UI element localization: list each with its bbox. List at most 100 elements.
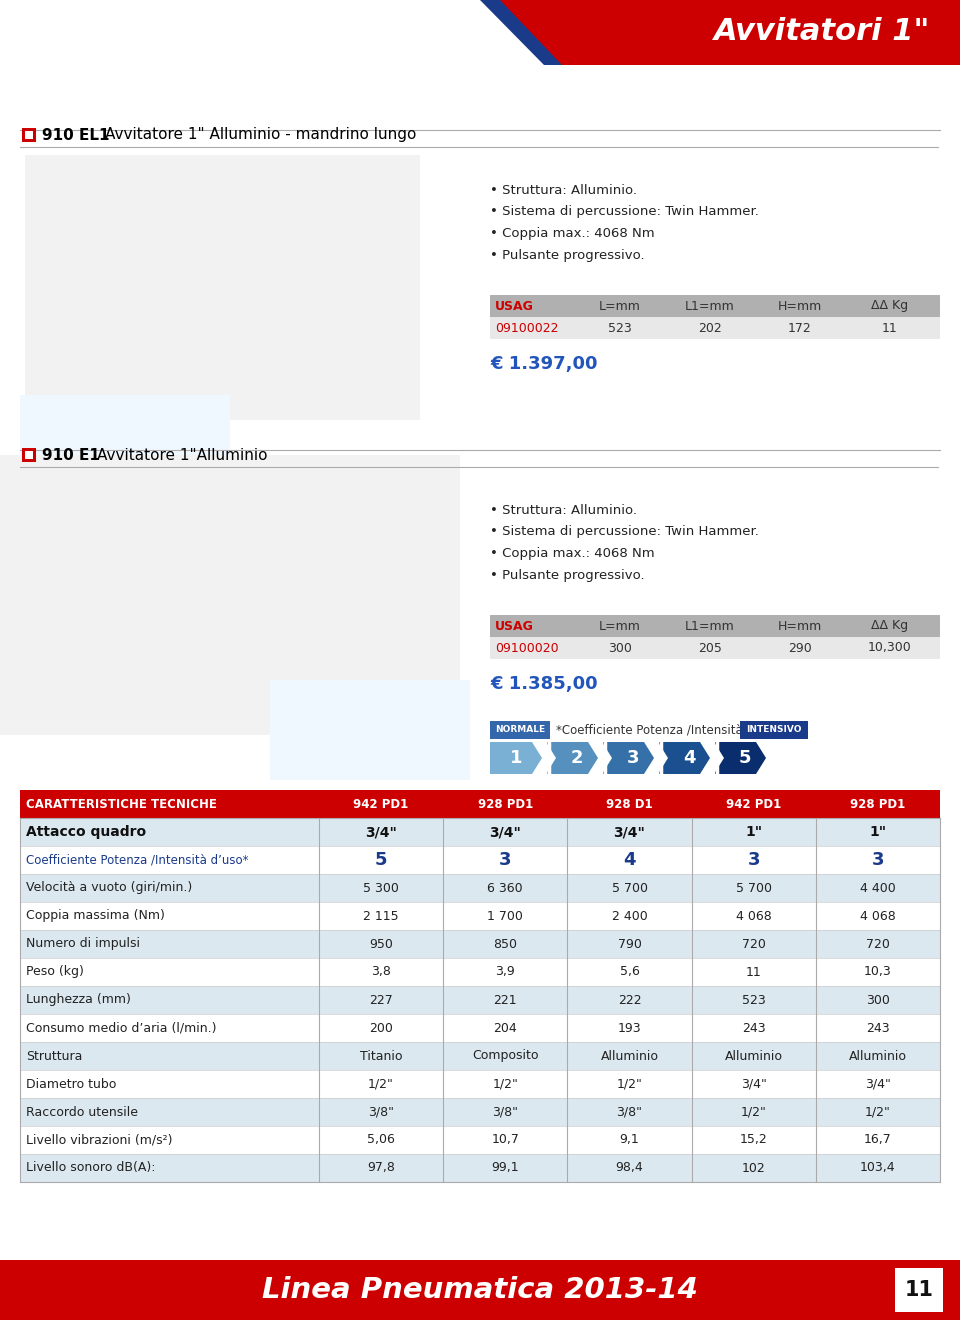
Text: 204: 204 <box>493 1022 517 1035</box>
Text: 15,2: 15,2 <box>740 1134 768 1147</box>
Text: 910 E1: 910 E1 <box>42 447 100 462</box>
Text: 3: 3 <box>627 748 639 767</box>
Text: 3/4": 3/4" <box>741 1077 767 1090</box>
Text: 1/2": 1/2" <box>369 1077 394 1090</box>
Bar <box>20 958 940 986</box>
Text: Consumo medio d’aria (l/min.): Consumo medio d’aria (l/min.) <box>26 1022 217 1035</box>
Text: 2 115: 2 115 <box>363 909 399 923</box>
Text: 1/2": 1/2" <box>865 1106 891 1118</box>
Text: 928 D1: 928 D1 <box>606 797 653 810</box>
Text: CARATTERISTICHE TECNICHE: CARATTERISTICHE TECNICHE <box>26 797 217 810</box>
Text: 16,7: 16,7 <box>864 1134 892 1147</box>
Text: Avvitatori 1": Avvitatori 1" <box>713 17 930 46</box>
Text: 2: 2 <box>571 748 584 767</box>
Polygon shape <box>480 0 562 65</box>
Text: Attacco quadro: Attacco quadro <box>26 825 146 840</box>
Bar <box>20 395 230 480</box>
Text: 4 400: 4 400 <box>860 882 896 895</box>
Text: 103,4: 103,4 <box>860 1162 896 1175</box>
Text: 200: 200 <box>370 1022 393 1035</box>
Text: 2 400: 2 400 <box>612 909 647 923</box>
Text: 3/4": 3/4" <box>490 825 521 840</box>
Text: 5,6: 5,6 <box>619 965 639 978</box>
Text: 950: 950 <box>370 937 393 950</box>
Bar <box>895 1269 943 1312</box>
Text: 3,9: 3,9 <box>495 965 516 978</box>
Text: Titanio: Titanio <box>360 1049 402 1063</box>
Text: 11: 11 <box>882 322 898 334</box>
Polygon shape <box>714 742 766 774</box>
Text: Avvitatore 1" Alluminio - mandrino lungo: Avvitatore 1" Alluminio - mandrino lungo <box>105 128 417 143</box>
Text: 221: 221 <box>493 994 517 1006</box>
Bar <box>20 1098 940 1126</box>
Text: • Pulsante progressivo.: • Pulsante progressivo. <box>490 569 644 582</box>
Text: 4: 4 <box>683 748 695 767</box>
Bar <box>20 986 940 1014</box>
Text: 202: 202 <box>698 322 722 334</box>
Text: 98,4: 98,4 <box>615 1162 643 1175</box>
Text: • Pulsante progressivo.: • Pulsante progressivo. <box>490 249 644 263</box>
Text: 09100020: 09100020 <box>495 642 559 655</box>
Text: • Sistema di percussione: Twin Hammer.: • Sistema di percussione: Twin Hammer. <box>490 206 758 219</box>
Bar <box>25 131 33 139</box>
Text: NORMALE: NORMALE <box>495 726 545 734</box>
Text: 3/4": 3/4" <box>865 1077 891 1090</box>
Text: Numero di impulsi: Numero di impulsi <box>26 937 140 950</box>
Text: 205: 205 <box>698 642 722 655</box>
Text: 4 068: 4 068 <box>860 909 896 923</box>
Text: 3/4": 3/4" <box>365 825 397 840</box>
Text: 5 700: 5 700 <box>735 882 772 895</box>
Text: L1=mm: L1=mm <box>685 619 734 632</box>
Text: Coppia massima (Nm): Coppia massima (Nm) <box>26 909 165 923</box>
Text: 942 PD1: 942 PD1 <box>726 797 781 810</box>
Bar <box>270 680 470 780</box>
Bar <box>0 1261 960 1320</box>
Text: 1/2": 1/2" <box>492 1077 518 1090</box>
Bar <box>490 294 940 317</box>
Text: Linea Pneumatica 2013-14: Linea Pneumatica 2013-14 <box>262 1276 698 1304</box>
Text: 928 PD1: 928 PD1 <box>851 797 905 810</box>
Text: 193: 193 <box>617 1022 641 1035</box>
Text: 9,1: 9,1 <box>619 1134 639 1147</box>
Bar <box>20 818 940 846</box>
Polygon shape <box>495 0 960 65</box>
Text: 1 700: 1 700 <box>488 909 523 923</box>
Text: 10,300: 10,300 <box>868 642 912 655</box>
Text: • Coppia max.: 4068 Nm: • Coppia max.: 4068 Nm <box>490 227 655 240</box>
Text: 300: 300 <box>608 642 632 655</box>
Text: Alluminio: Alluminio <box>725 1049 782 1063</box>
Bar <box>740 721 808 739</box>
Bar <box>20 902 940 931</box>
Text: 3,8: 3,8 <box>372 965 391 978</box>
Text: 3/8": 3/8" <box>368 1106 395 1118</box>
Text: 09100022: 09100022 <box>495 322 559 334</box>
Text: • Coppia max.: 4068 Nm: • Coppia max.: 4068 Nm <box>490 548 655 561</box>
Text: • Sistema di percussione: Twin Hammer.: • Sistema di percussione: Twin Hammer. <box>490 525 758 539</box>
Text: Velocità a vuoto (giri/min.): Velocità a vuoto (giri/min.) <box>26 882 192 895</box>
Bar <box>20 931 940 958</box>
Text: 790: 790 <box>617 937 641 950</box>
Bar <box>20 846 940 874</box>
Bar <box>490 638 940 659</box>
Text: 4: 4 <box>623 851 636 869</box>
Text: 243: 243 <box>742 1022 765 1035</box>
Text: 910 EL1: 910 EL1 <box>42 128 109 143</box>
Text: € 1.397,00: € 1.397,00 <box>490 355 597 374</box>
Text: L=mm: L=mm <box>599 300 641 313</box>
Text: 97,8: 97,8 <box>367 1162 395 1175</box>
Text: • Struttura: Alluminio.: • Struttura: Alluminio. <box>490 503 637 516</box>
Text: 10,7: 10,7 <box>492 1134 519 1147</box>
Text: 3/4": 3/4" <box>613 825 645 840</box>
Text: € 1.385,00: € 1.385,00 <box>490 675 598 693</box>
Text: Alluminio: Alluminio <box>601 1049 659 1063</box>
Text: 5: 5 <box>739 748 752 767</box>
Text: ΔΔ Kg: ΔΔ Kg <box>872 619 908 632</box>
Bar <box>20 874 940 902</box>
Text: 5 300: 5 300 <box>363 882 399 895</box>
Text: ΔΔ Kg: ΔΔ Kg <box>872 300 908 313</box>
Text: 1/2": 1/2" <box>741 1106 767 1118</box>
Text: 3/8": 3/8" <box>616 1106 642 1118</box>
Text: Composito: Composito <box>472 1049 539 1063</box>
Bar <box>20 1154 940 1181</box>
Text: Livello vibrazioni (m/s²): Livello vibrazioni (m/s²) <box>26 1134 173 1147</box>
